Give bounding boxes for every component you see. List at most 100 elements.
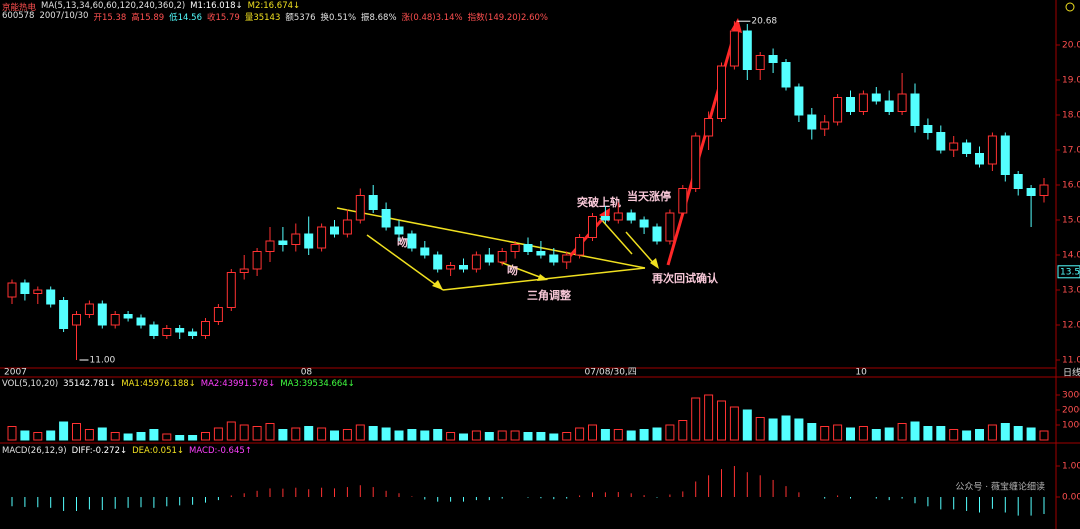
settings-icon[interactable] [1065,2,1075,12]
volume-field: MA3:39534.664↓ [280,379,355,389]
candle-body [446,265,456,270]
y-tick-label: 30000 [1062,391,1080,401]
candle-body [368,195,378,210]
candle-body [342,219,352,235]
volume-bar [717,400,726,441]
volume-bar [962,430,972,441]
candle-body [471,254,481,270]
candle-body [897,93,907,112]
candle-body [175,328,185,333]
volume-bar [33,432,43,441]
volume-bar [394,430,404,441]
volume-bar [84,429,94,441]
y-tick-label: 13.00 [1062,286,1080,296]
candle-body [149,324,159,336]
volume-bar [355,424,365,441]
y-tick-label: 11.00 [1062,356,1080,366]
candle-body [20,282,30,294]
current-price: 13.52 [1060,267,1080,277]
volume-bar [1000,423,1010,441]
volume-bar [781,415,791,441]
y-tick-label: 10000 [1062,421,1080,431]
candle-body [226,272,236,308]
volume-bar [536,432,546,441]
volume-bar [72,423,81,441]
candle-body [355,195,365,221]
volume-bar [162,433,172,441]
volume-bar [110,432,120,441]
candle-body [549,254,559,263]
volume-bar [626,430,636,441]
volume-bar [265,423,275,441]
volume-field: MA1:45976.188↓ [121,379,196,389]
candle-body [562,254,572,263]
volume-bar [923,426,933,441]
candle-body [84,303,94,315]
candle-body [1013,174,1023,189]
volume-bar [136,432,146,441]
volume-header: VOL(5,10,20) 35142.781↓ MA1:45976.188↓ MA2:… [2,379,355,389]
volume-bar [936,426,946,441]
candle-body [304,233,314,249]
candle-body [781,62,791,88]
annotation: 吻 [507,263,518,277]
candle-body [729,30,739,67]
y-tick-label: 18.00 [1062,111,1080,121]
candle-body [265,240,275,252]
candle-body [59,300,69,329]
candle-body [407,233,417,249]
candle-body [665,212,675,242]
volume-bar [639,429,649,441]
volume-field: VOL(5,10,20) [2,379,59,389]
volume-bar [149,429,159,441]
candle-body [794,86,804,116]
volume-bar [910,421,920,441]
volume-bar [884,427,894,441]
volume-bar [471,430,481,441]
candle-body [910,93,920,126]
y-tick-label: 14.00 [1062,251,1080,261]
volume-bar [304,426,314,441]
volume-bar [755,417,765,441]
candle-body [987,135,997,165]
candle-body [510,244,520,252]
candle-body [1026,188,1036,196]
volume-bar [807,423,817,441]
candle-body [962,142,972,154]
m2: M2:16.674↓ [247,1,301,11]
volume-bar [858,426,868,441]
volume-bar [1026,427,1036,441]
high-label: 20.68 [751,17,777,27]
quote-field: 高15.89 [131,13,165,23]
candle-body [420,247,430,256]
volume-bar [549,433,559,441]
candle-body [459,265,468,270]
candle-body [755,55,765,70]
y-tick-label: 12.00 [1062,321,1080,331]
volume-bar [175,435,185,441]
volume-bar [523,432,533,441]
quote-field: 指数(149.20)2.60% [467,13,548,23]
ma-spec: MA(5,13,34,60,60,120,240,360,2) [41,1,186,11]
annotation: 吻 [397,235,408,249]
candle-body [123,314,133,319]
candle-body [923,125,933,133]
volume-bar [484,432,494,441]
candle-body [949,142,959,151]
volume-bar [188,435,198,441]
candle-body [46,289,56,305]
candle-body [1039,184,1049,196]
quote-field: 2007/10/30 [39,11,89,21]
candle-body [588,216,597,238]
candle-body [652,226,662,242]
volume-bar [342,429,352,441]
volume-bar [871,429,881,441]
quote-field: 量35143 [244,13,281,23]
volume-field: 35142.781↓ [63,379,117,389]
volume-bar [459,433,468,441]
quote-field: 收15.79 [206,13,240,23]
candle-body [975,153,984,165]
candle-body [381,209,391,228]
candle-body [484,254,494,263]
